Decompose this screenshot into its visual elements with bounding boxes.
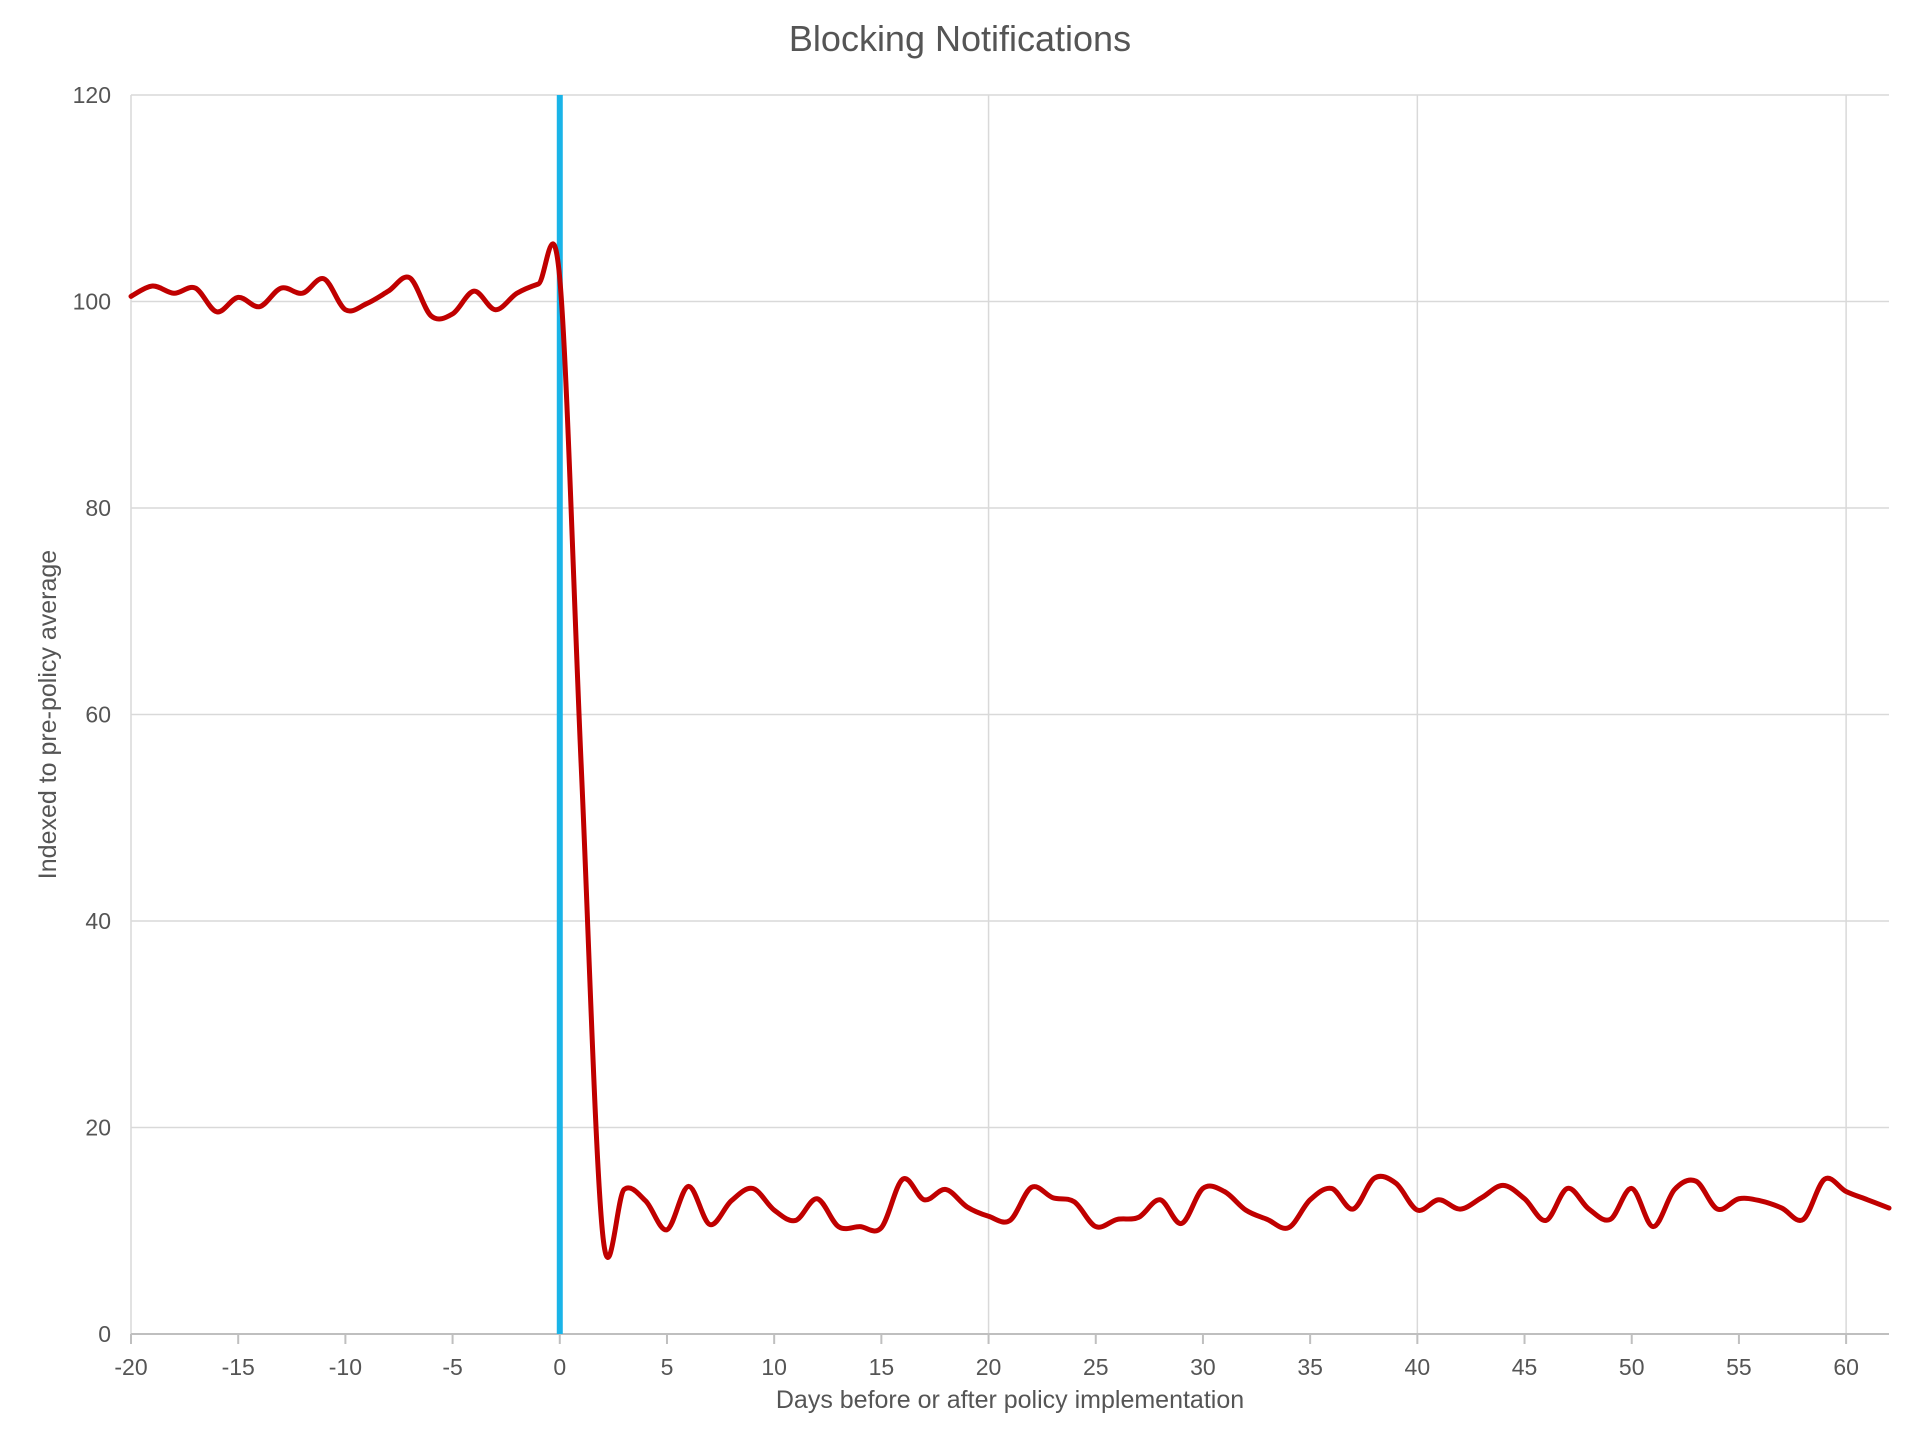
y-tick-label: 40: [85, 908, 111, 934]
x-tick-label: 55: [1726, 1354, 1752, 1380]
x-tick-label: 5: [661, 1354, 674, 1380]
x-tick-label: 0: [553, 1354, 566, 1380]
y-tick-label: 60: [85, 702, 111, 728]
x-tick-label: 40: [1405, 1354, 1431, 1380]
y-tick-label: 120: [73, 82, 111, 108]
x-tick-label: 50: [1619, 1354, 1645, 1380]
x-tick-label: 35: [1297, 1354, 1323, 1380]
y-axis-title: Indexed to pre-policy average: [34, 550, 62, 879]
y-tick-label: 80: [85, 495, 111, 521]
x-axis-title: Days before or after policy implementati…: [776, 1386, 1244, 1414]
y-tick-label: 20: [85, 1115, 111, 1141]
x-tick-label: 30: [1190, 1354, 1216, 1380]
y-tick-label: 100: [73, 289, 111, 315]
x-tick-label: 15: [869, 1354, 895, 1380]
x-tick-label: 10: [761, 1354, 787, 1380]
x-tick-label: -10: [329, 1354, 362, 1380]
y-tick-label: 0: [98, 1321, 111, 1347]
x-tick-label: 20: [976, 1354, 1002, 1380]
x-tick-label: -20: [114, 1354, 147, 1380]
x-tick-label: -15: [222, 1354, 255, 1380]
x-tick-label: 45: [1512, 1354, 1538, 1380]
series-line: [128, 241, 1892, 1260]
x-tick-label: 60: [1833, 1354, 1859, 1380]
x-tick-label: 25: [1083, 1354, 1109, 1380]
x-tick-label: -5: [442, 1354, 462, 1380]
chart-title: Blocking Notifications: [788, 18, 1132, 59]
